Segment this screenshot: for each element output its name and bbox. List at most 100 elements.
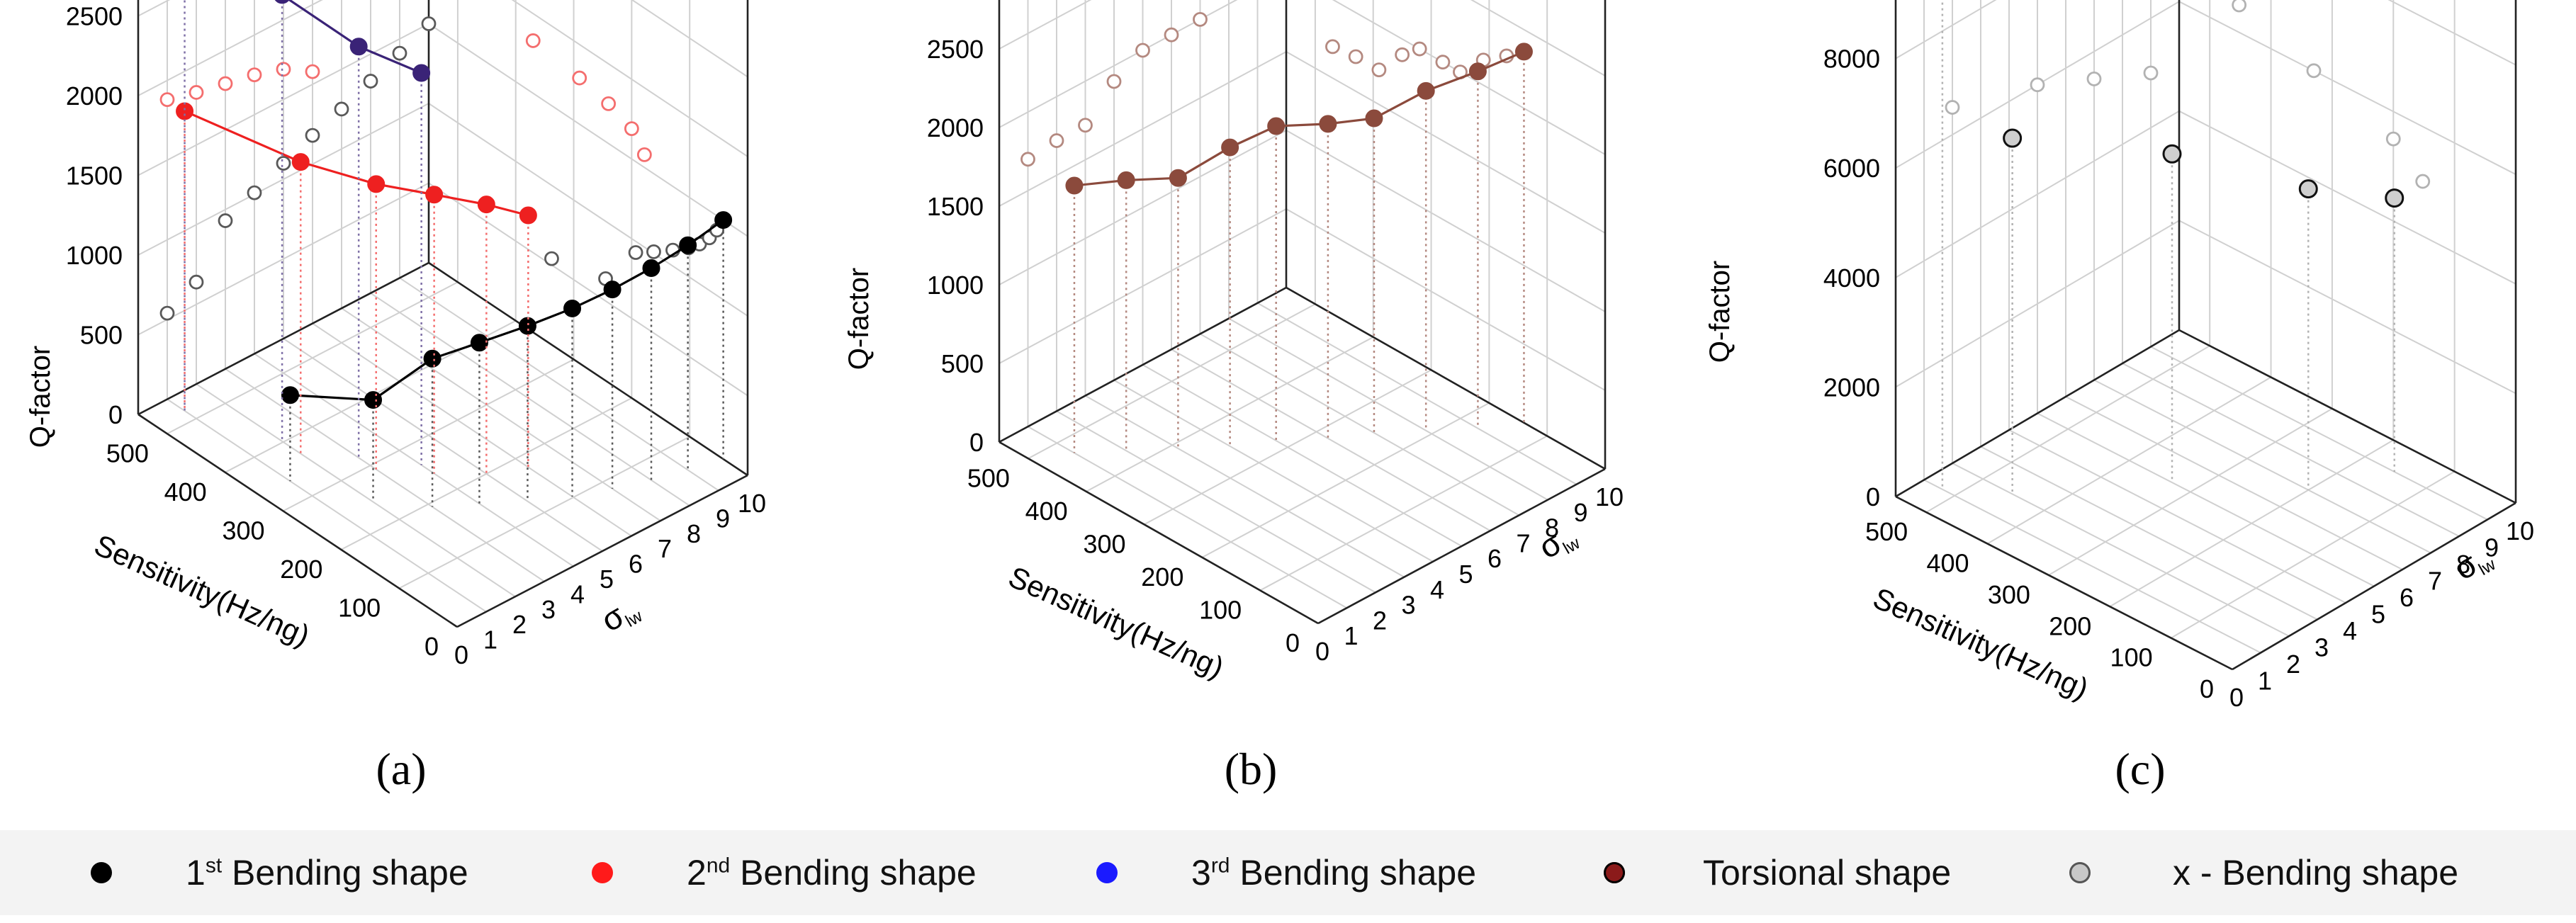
series-1st-bending-shape [159, 16, 733, 507]
y-tick-label: 7 [1516, 528, 1530, 557]
axis-edge-sens [1895, 495, 2233, 671]
side-wall-grid-z [137, 23, 429, 176]
data-point [2385, 188, 2405, 208]
z-tick-label: 8000 [1823, 45, 1880, 74]
floor-grid-y [370, 292, 690, 506]
z-tick-label: 0 [969, 428, 984, 457]
projection-marker-side [1945, 100, 1960, 115]
box-edge [1286, 286, 1606, 470]
projection-marker-side [1049, 133, 1064, 148]
floor-grid-y [2093, 379, 2431, 554]
z-tick-label: 0 [1866, 482, 1880, 511]
z-tick-label: 1000 [927, 271, 984, 300]
legend-label-2nd: 2nd Bending shape [687, 853, 977, 893]
x-tick-label: 100 [1199, 595, 1242, 624]
z-tick-label: 0 [108, 400, 123, 429]
projection-marker-back [1325, 39, 1340, 55]
x-tick-label: 100 [338, 593, 381, 622]
legend-item-2nd-bending: 2nd Bending shape [592, 850, 977, 895]
floor-grid-y [2122, 363, 2460, 537]
data-point [519, 206, 537, 225]
z-tick-label: 4000 [1823, 264, 1880, 293]
projection-marker-side [159, 92, 175, 108]
y-axis-title-sub: lw [622, 606, 646, 631]
legend-label-3rd: 3rd Bending shape [1191, 853, 1477, 893]
projection-marker-side [218, 213, 233, 228]
x-axis-title: Sensitivity(Hz/ng) [1003, 560, 1229, 684]
y-tick-label: 6 [1487, 544, 1502, 573]
z-axis-title: Q-factor [843, 268, 874, 370]
x-tick-label: 300 [1083, 529, 1125, 558]
projection-marker-back [636, 147, 652, 162]
side-wall-grid-z [1895, 220, 2180, 388]
side-wall-grid-z [1895, 0, 1997, 60]
data-point [1514, 43, 1533, 61]
chart-panel-2: 0200040006000800010000010020030040050001… [1704, 0, 2534, 794]
legend-marker-2nd [592, 862, 613, 883]
data-point [563, 299, 582, 317]
projection-marker-side [421, 16, 437, 31]
x-tick-label: 0 [2200, 674, 2214, 703]
y-tick-label: 2 [1373, 606, 1387, 635]
legend-item-1st-bending: 1st Bending shape [91, 850, 468, 895]
data-point [412, 64, 431, 82]
projection-marker-back [1435, 55, 1451, 70]
projection-marker-back [2232, 0, 2247, 13]
legend-item-torsional: Torsional shape [1604, 850, 1951, 895]
projection-marker-side [247, 185, 262, 200]
back-wall-grid-z [428, 103, 748, 317]
y-tick-label: 8 [2456, 550, 2470, 579]
z-tick-label: 2000 [1823, 373, 1880, 402]
y-axis-title: σlw [595, 589, 646, 641]
projection-marker-back [1371, 62, 1387, 78]
y-tick-label: 3 [541, 595, 556, 624]
side-wall-grid-z [999, 51, 1287, 207]
projection-marker-back [624, 121, 639, 137]
y-tick-label: 5 [600, 565, 614, 594]
x-tick-label: 500 [106, 438, 149, 468]
back-wall-grid-z [1332, 0, 1606, 155]
z-tick-label: 6000 [1823, 154, 1880, 183]
panel-label: (a) [376, 744, 426, 794]
y-tick-label: 0 [1315, 637, 1329, 666]
y-tick-label: 4 [1430, 575, 1444, 604]
data-point [364, 391, 383, 409]
legend-label-torsional: Torsional shape [1703, 853, 1952, 893]
floor-grid-y [1171, 349, 1491, 532]
data-point [1169, 169, 1187, 187]
projection-marker-side [247, 67, 262, 83]
y-tick-label: 2 [2286, 650, 2300, 679]
back-wall-grid-z [631, 0, 748, 78]
y-tick-label: 2 [512, 610, 527, 639]
legend-label-x-bending: x - Bending shape [2173, 853, 2459, 893]
z-tick-label: 2000 [66, 81, 123, 111]
y-tick-label: 7 [2428, 567, 2442, 596]
side-wall-grid-z [999, 0, 1092, 50]
projection-marker-side [1020, 152, 1035, 167]
floor-grid-y [1056, 410, 1376, 594]
x-tick-label: 200 [280, 555, 322, 584]
projection-marker-side [189, 274, 204, 290]
y-tick-label: 3 [1401, 591, 1415, 620]
data-point [367, 175, 386, 193]
floor-grid-y [341, 307, 661, 522]
projection-marker-side [305, 64, 320, 79]
z-tick-label: 1500 [66, 162, 123, 191]
projection-marker-side [334, 101, 349, 117]
projection-marker-side [218, 76, 233, 91]
legend-marker-x-bending [2069, 862, 2091, 883]
data-point [1319, 115, 1337, 133]
back-wall-grid-z [2178, 1, 2516, 176]
back-wall-grid-z [2387, 0, 2516, 66]
projection-marker-back [628, 245, 643, 260]
side-wall-grid-z [137, 103, 429, 256]
floor-grid-y [1085, 395, 1405, 578]
projection-marker-side [305, 128, 320, 143]
projection-marker-back [525, 33, 541, 48]
z-tick-label: 500 [80, 321, 123, 350]
back-wall-grid-z [1286, 130, 1606, 312]
data-point [2003, 128, 2023, 148]
data-point [1267, 117, 1286, 135]
floor-grid-y [312, 322, 632, 537]
z-tick-label: 1000 [66, 241, 123, 270]
